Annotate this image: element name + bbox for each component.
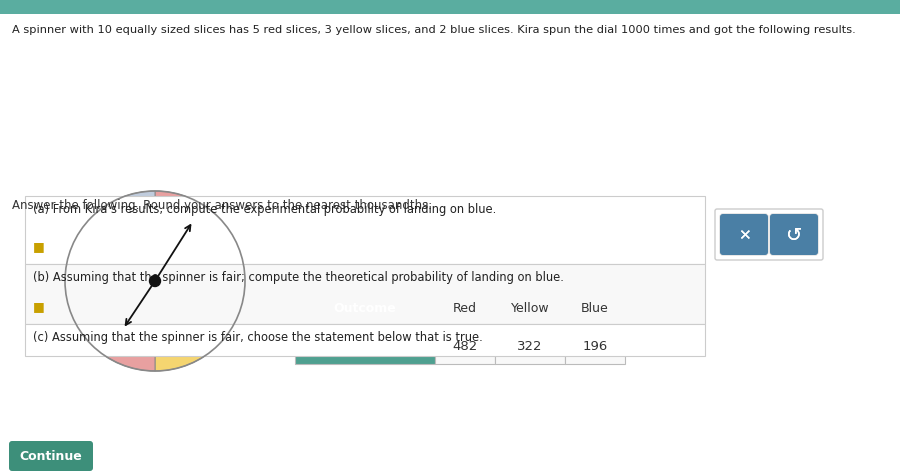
Text: ↺: ↺ <box>786 226 802 245</box>
FancyBboxPatch shape <box>0 15 900 476</box>
Text: ✕: ✕ <box>738 228 751 242</box>
FancyBboxPatch shape <box>435 288 495 327</box>
Text: Red: Red <box>453 301 477 314</box>
FancyBboxPatch shape <box>295 327 435 364</box>
Text: Number of Spins: Number of Spins <box>307 339 423 352</box>
Text: ↺: ↺ <box>786 226 802 245</box>
Text: ✕: ✕ <box>738 228 751 242</box>
FancyBboxPatch shape <box>25 265 705 324</box>
FancyBboxPatch shape <box>770 215 818 256</box>
Text: ■: ■ <box>33 239 45 252</box>
Text: Continue: Continue <box>20 449 83 463</box>
FancyBboxPatch shape <box>715 209 823 260</box>
Text: (b) Assuming that the spinner is fair; compute the theoretical probability of la: (b) Assuming that the spinner is fair; c… <box>33 270 564 283</box>
FancyBboxPatch shape <box>770 215 818 256</box>
FancyBboxPatch shape <box>495 288 565 327</box>
Wedge shape <box>155 192 208 281</box>
Text: 482: 482 <box>453 339 478 352</box>
Wedge shape <box>102 281 155 371</box>
FancyBboxPatch shape <box>565 288 625 327</box>
Text: Answer the following. Round your answers to the nearest thousandths.: Answer the following. Round your answers… <box>12 198 432 211</box>
Text: A spinner with 10 equally sized slices has 5 red slices, 3 yellow slices, and 2 : A spinner with 10 equally sized slices h… <box>12 25 856 35</box>
FancyBboxPatch shape <box>495 327 565 364</box>
Text: (a) From Kira’s results, compute the experimental probability of landing on blue: (a) From Kira’s results, compute the exp… <box>33 203 496 216</box>
FancyBboxPatch shape <box>0 0 900 15</box>
Wedge shape <box>69 209 155 281</box>
Wedge shape <box>155 281 208 371</box>
FancyBboxPatch shape <box>25 197 705 265</box>
Wedge shape <box>65 254 155 309</box>
FancyBboxPatch shape <box>9 441 93 471</box>
Text: Yellow: Yellow <box>510 301 549 314</box>
Text: Outcome: Outcome <box>334 301 396 314</box>
FancyBboxPatch shape <box>565 327 625 364</box>
Text: (c) Assuming that the spinner is fair, choose the statement below that is true.: (c) Assuming that the spinner is fair, c… <box>33 330 482 343</box>
Wedge shape <box>102 192 155 281</box>
Wedge shape <box>69 281 155 354</box>
Wedge shape <box>155 209 240 281</box>
Wedge shape <box>155 281 240 354</box>
Text: 322: 322 <box>518 339 543 352</box>
Wedge shape <box>155 254 245 309</box>
Text: 196: 196 <box>582 339 608 352</box>
FancyBboxPatch shape <box>720 215 768 256</box>
FancyBboxPatch shape <box>25 324 705 356</box>
FancyBboxPatch shape <box>295 288 435 327</box>
Text: Blue: Blue <box>581 301 609 314</box>
FancyBboxPatch shape <box>720 215 768 256</box>
FancyBboxPatch shape <box>435 327 495 364</box>
Circle shape <box>149 276 160 287</box>
Text: ■: ■ <box>33 299 45 312</box>
